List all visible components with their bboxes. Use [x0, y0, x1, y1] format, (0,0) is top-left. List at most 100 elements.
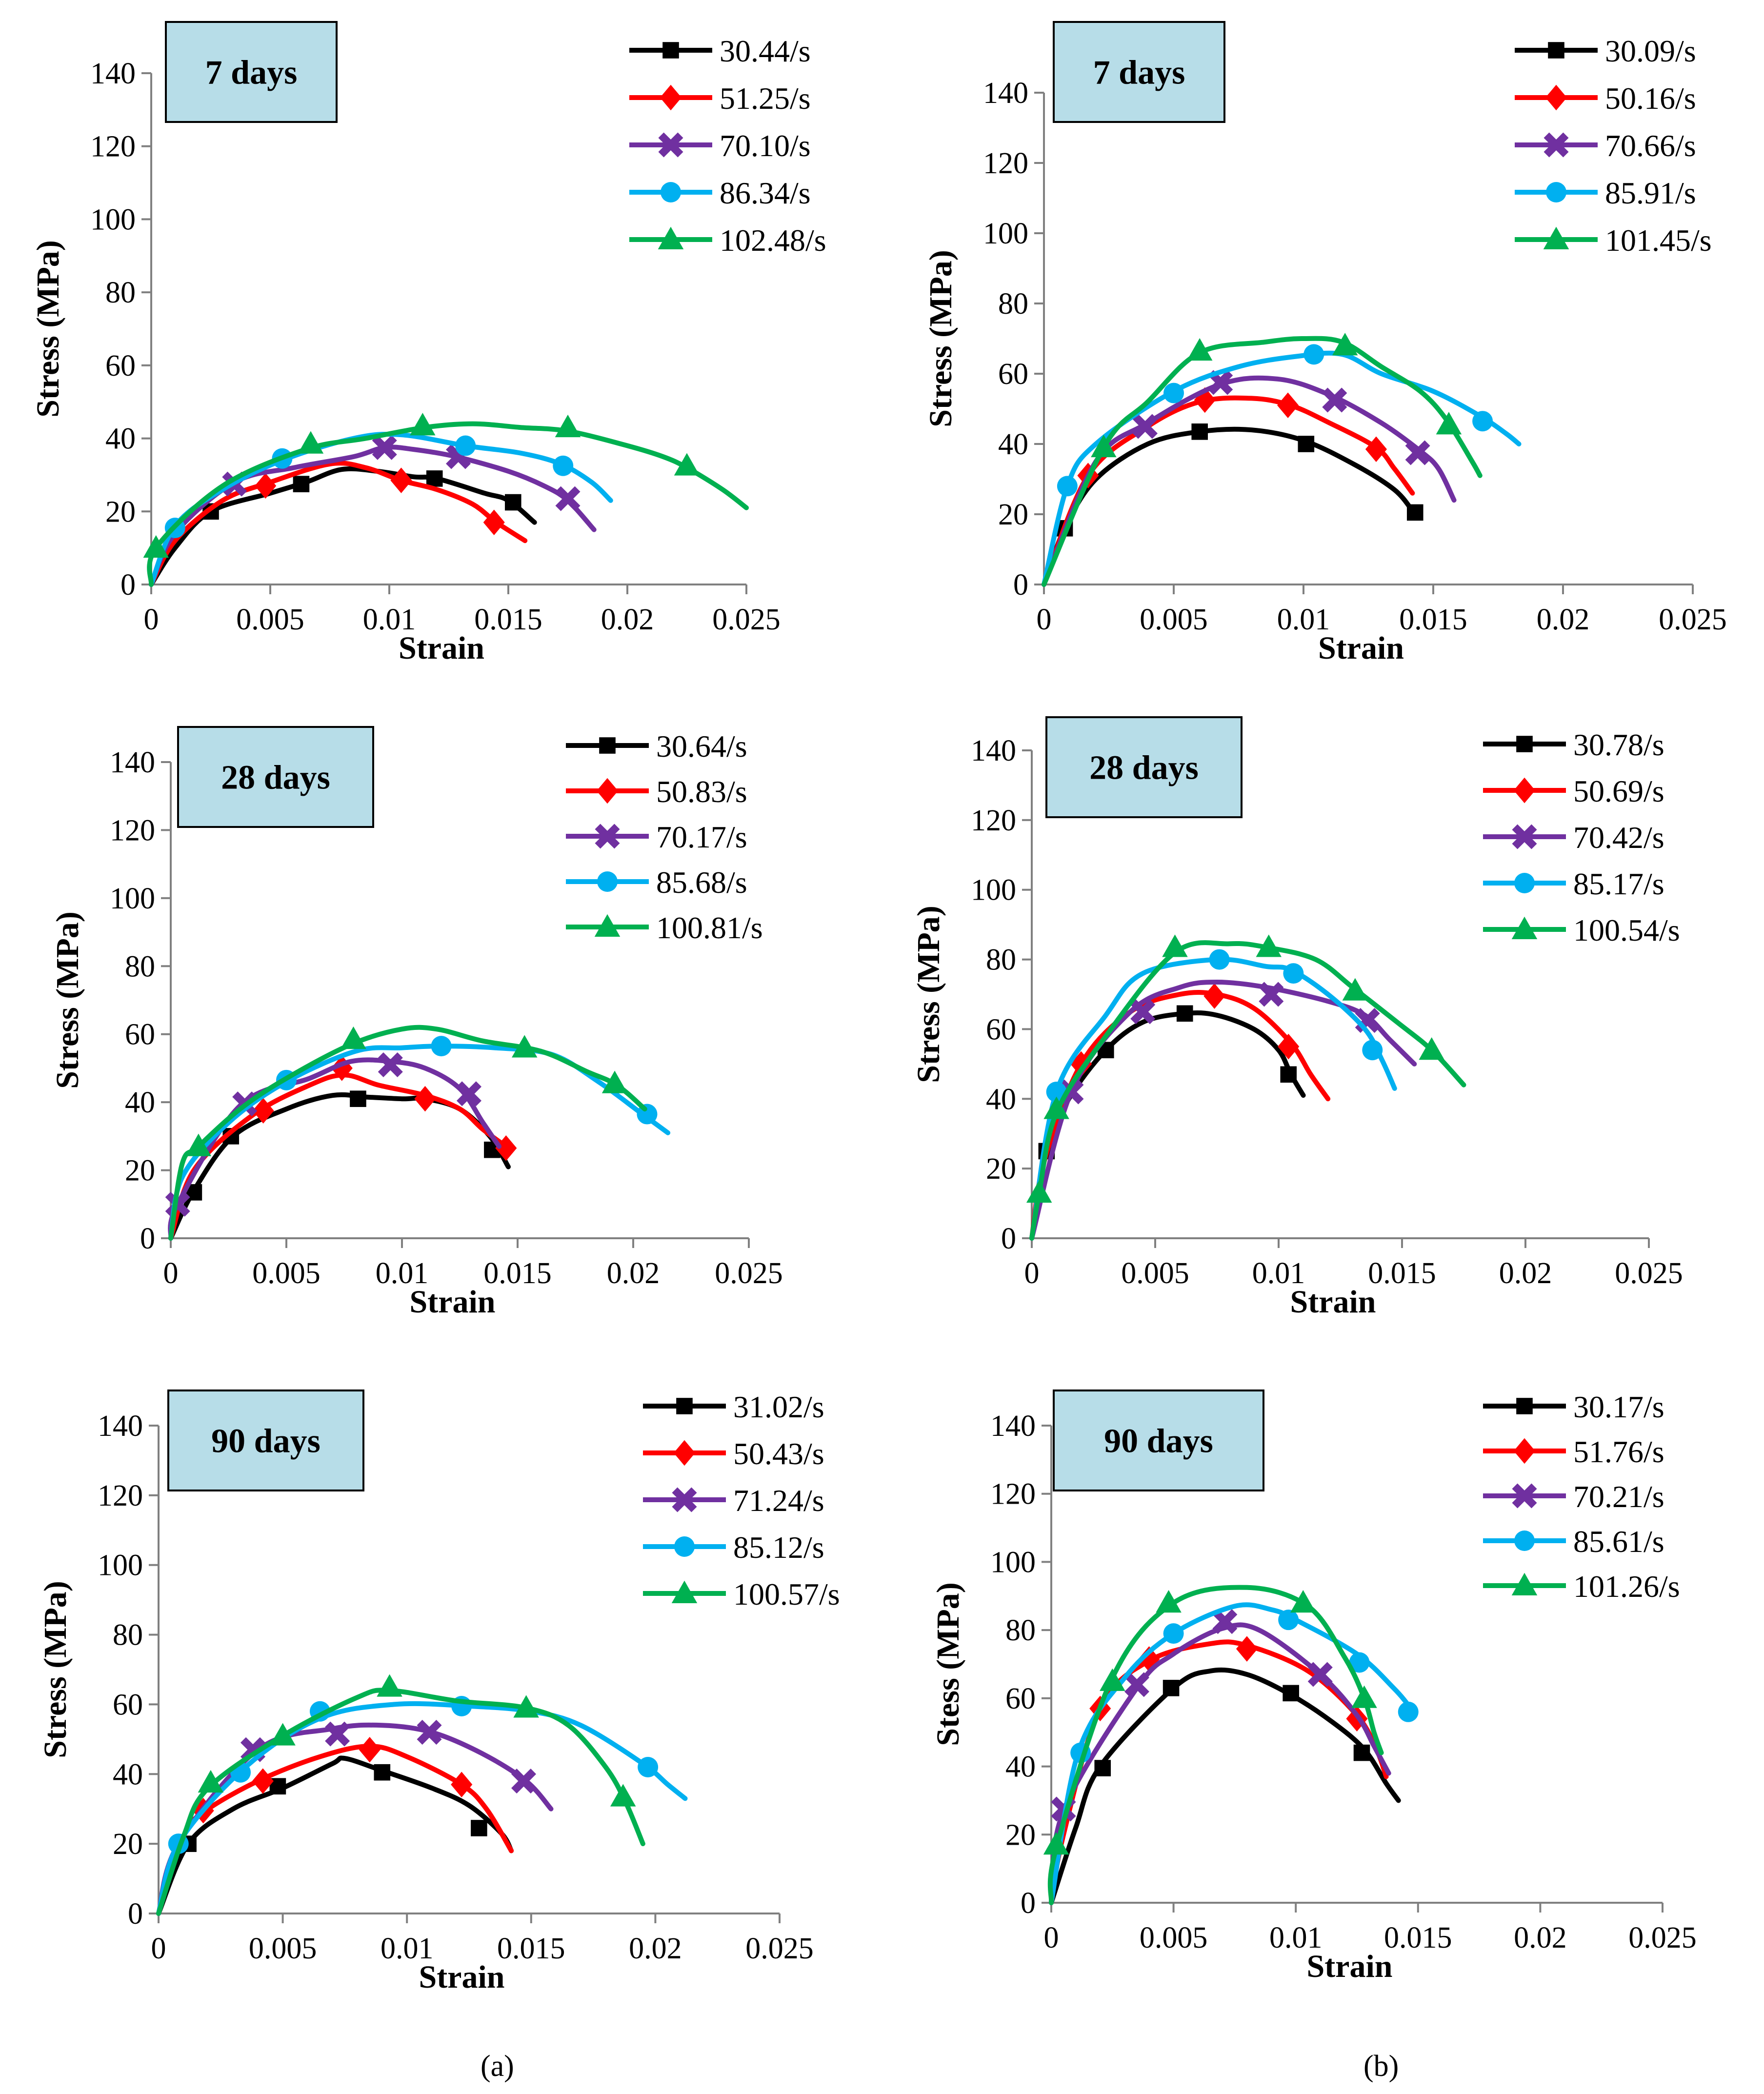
legend-label: 85.68/s — [656, 865, 747, 900]
data-point — [1298, 436, 1315, 452]
data-point — [143, 535, 169, 558]
legend-entry: 70.42/s — [1483, 820, 1664, 855]
data-point — [674, 453, 700, 476]
data-point — [293, 476, 310, 492]
y-tick-label: 140 — [983, 77, 1028, 110]
data-point — [414, 1086, 436, 1112]
series-line — [168, 1025, 647, 1241]
legend-marker — [1545, 84, 1567, 111]
data-point — [374, 1764, 391, 1781]
x-tick-label: 0.015 — [497, 1932, 565, 1965]
series-line — [1042, 336, 1483, 587]
data-point — [1398, 1701, 1419, 1722]
legend-marker — [1516, 1398, 1533, 1414]
y-tick-label: 0 — [1021, 1887, 1036, 1920]
x-tick-label: 0.01 — [363, 603, 416, 636]
legend-label: 50.69/s — [1573, 774, 1664, 808]
y-tick-label: 140 — [990, 1409, 1036, 1443]
x-tick-label: 0.025 — [1615, 1257, 1683, 1290]
x-tick-label: 0.01 — [376, 1257, 429, 1290]
x-tick-label: 0.02 — [601, 603, 654, 636]
legend-label: 70.21/s — [1573, 1479, 1664, 1514]
legend-marker — [594, 914, 621, 937]
age-label-background — [1053, 1389, 1264, 1491]
legend-marker — [1511, 916, 1538, 939]
x-tick-label: 0.005 — [1121, 1257, 1189, 1290]
legend-label: 100.81/s — [656, 910, 763, 945]
legend-entry: 30.17/s — [1483, 1389, 1664, 1424]
y-tick-label: 0 — [1013, 568, 1028, 602]
data-point — [1278, 1610, 1299, 1631]
x-axis-label: Strain — [1318, 630, 1404, 666]
legend-entry: 30.78/s — [1483, 727, 1664, 762]
x-tick-label: 0.015 — [483, 1257, 552, 1290]
legend-entry: 86.34/s — [629, 176, 811, 210]
chart-4: 0 0.005 0.01 0.015 0.02 0.025 0 20 40 60 80 100 120 1… — [911, 716, 1683, 1320]
data-point — [255, 473, 277, 499]
data-point — [1280, 1066, 1297, 1083]
legend: 30.64/s 50.83/s 70.17/s 85.68/s 100.81/s — [566, 729, 763, 945]
legend-entry: 70.17/s — [566, 820, 747, 854]
series-101.26/s — [1043, 1585, 1384, 1905]
legend-entry: 85.61/s — [1483, 1524, 1664, 1559]
legend-entry: 50.83/s — [566, 774, 747, 809]
x-tick-label: 0.005 — [249, 1932, 317, 1965]
series-line — [168, 1092, 511, 1241]
y-tick-label: 120 — [90, 130, 136, 163]
data-point — [410, 413, 436, 436]
x-tick-label: 0.025 — [1659, 603, 1727, 636]
age-label: 90 days — [1104, 1423, 1213, 1460]
legend-marker — [1512, 1483, 1537, 1509]
legend-marker — [676, 1398, 693, 1414]
legend-entry: 70.21/s — [1483, 1479, 1664, 1514]
age-label-box: 90 days — [167, 1389, 364, 1491]
legend-marker — [597, 871, 618, 892]
y-tick-label: 100 — [98, 1549, 143, 1582]
data-point — [1436, 412, 1462, 435]
legend-label: 30.44/s — [720, 34, 811, 68]
y-tick-label: 80 — [1005, 1614, 1036, 1647]
legend-marker — [674, 1536, 695, 1557]
panel-label-b: (b) — [1363, 2050, 1399, 2083]
y-tick-label: 140 — [90, 57, 136, 90]
data-point — [471, 1820, 487, 1836]
y-tick-label: 80 — [125, 950, 155, 983]
data-point — [1419, 1037, 1444, 1060]
age-label-background — [177, 726, 374, 828]
age-label: 7 days — [205, 54, 298, 92]
x-tick-label: 0.02 — [1537, 603, 1590, 636]
data-point — [270, 1723, 296, 1746]
data-point — [1405, 440, 1430, 465]
legend-marker — [596, 778, 619, 804]
data-point — [252, 1768, 274, 1794]
data-point — [1191, 423, 1208, 440]
data-point — [341, 1026, 366, 1049]
age-label: 7 days — [1093, 54, 1185, 92]
x-tick-label: 0.01 — [1252, 1257, 1305, 1290]
data-point — [455, 435, 476, 456]
legend-marker — [660, 84, 682, 111]
x-tick-label: 0.015 — [1399, 603, 1467, 636]
legend-entry: 85.17/s — [1483, 866, 1664, 901]
data-point — [1278, 1033, 1300, 1060]
series-85.91/s — [1042, 344, 1522, 587]
y-tick-label: 120 — [983, 147, 1028, 180]
legend-entry: 31.02/s — [643, 1389, 824, 1424]
legend-label: 100.54/s — [1573, 913, 1680, 947]
legend-label: 70.42/s — [1573, 820, 1664, 855]
data-point — [252, 1098, 274, 1124]
data-point — [298, 431, 324, 454]
data-point — [1163, 383, 1184, 403]
legend-label: 30.78/s — [1573, 727, 1664, 762]
x-tick-label: 0 — [144, 603, 159, 636]
data-point — [1290, 1590, 1316, 1613]
y-axis-label: Stress (MPa) — [911, 906, 946, 1083]
y-tick-label: 100 — [990, 1546, 1036, 1579]
y-tick-label: 120 — [98, 1479, 143, 1512]
y-tick-label: 140 — [971, 734, 1016, 767]
x-tick-label: 0.015 — [1368, 1257, 1436, 1290]
age-label-background — [165, 21, 338, 123]
legend-entry: 70.66/s — [1515, 128, 1696, 163]
series-line — [1042, 375, 1457, 587]
